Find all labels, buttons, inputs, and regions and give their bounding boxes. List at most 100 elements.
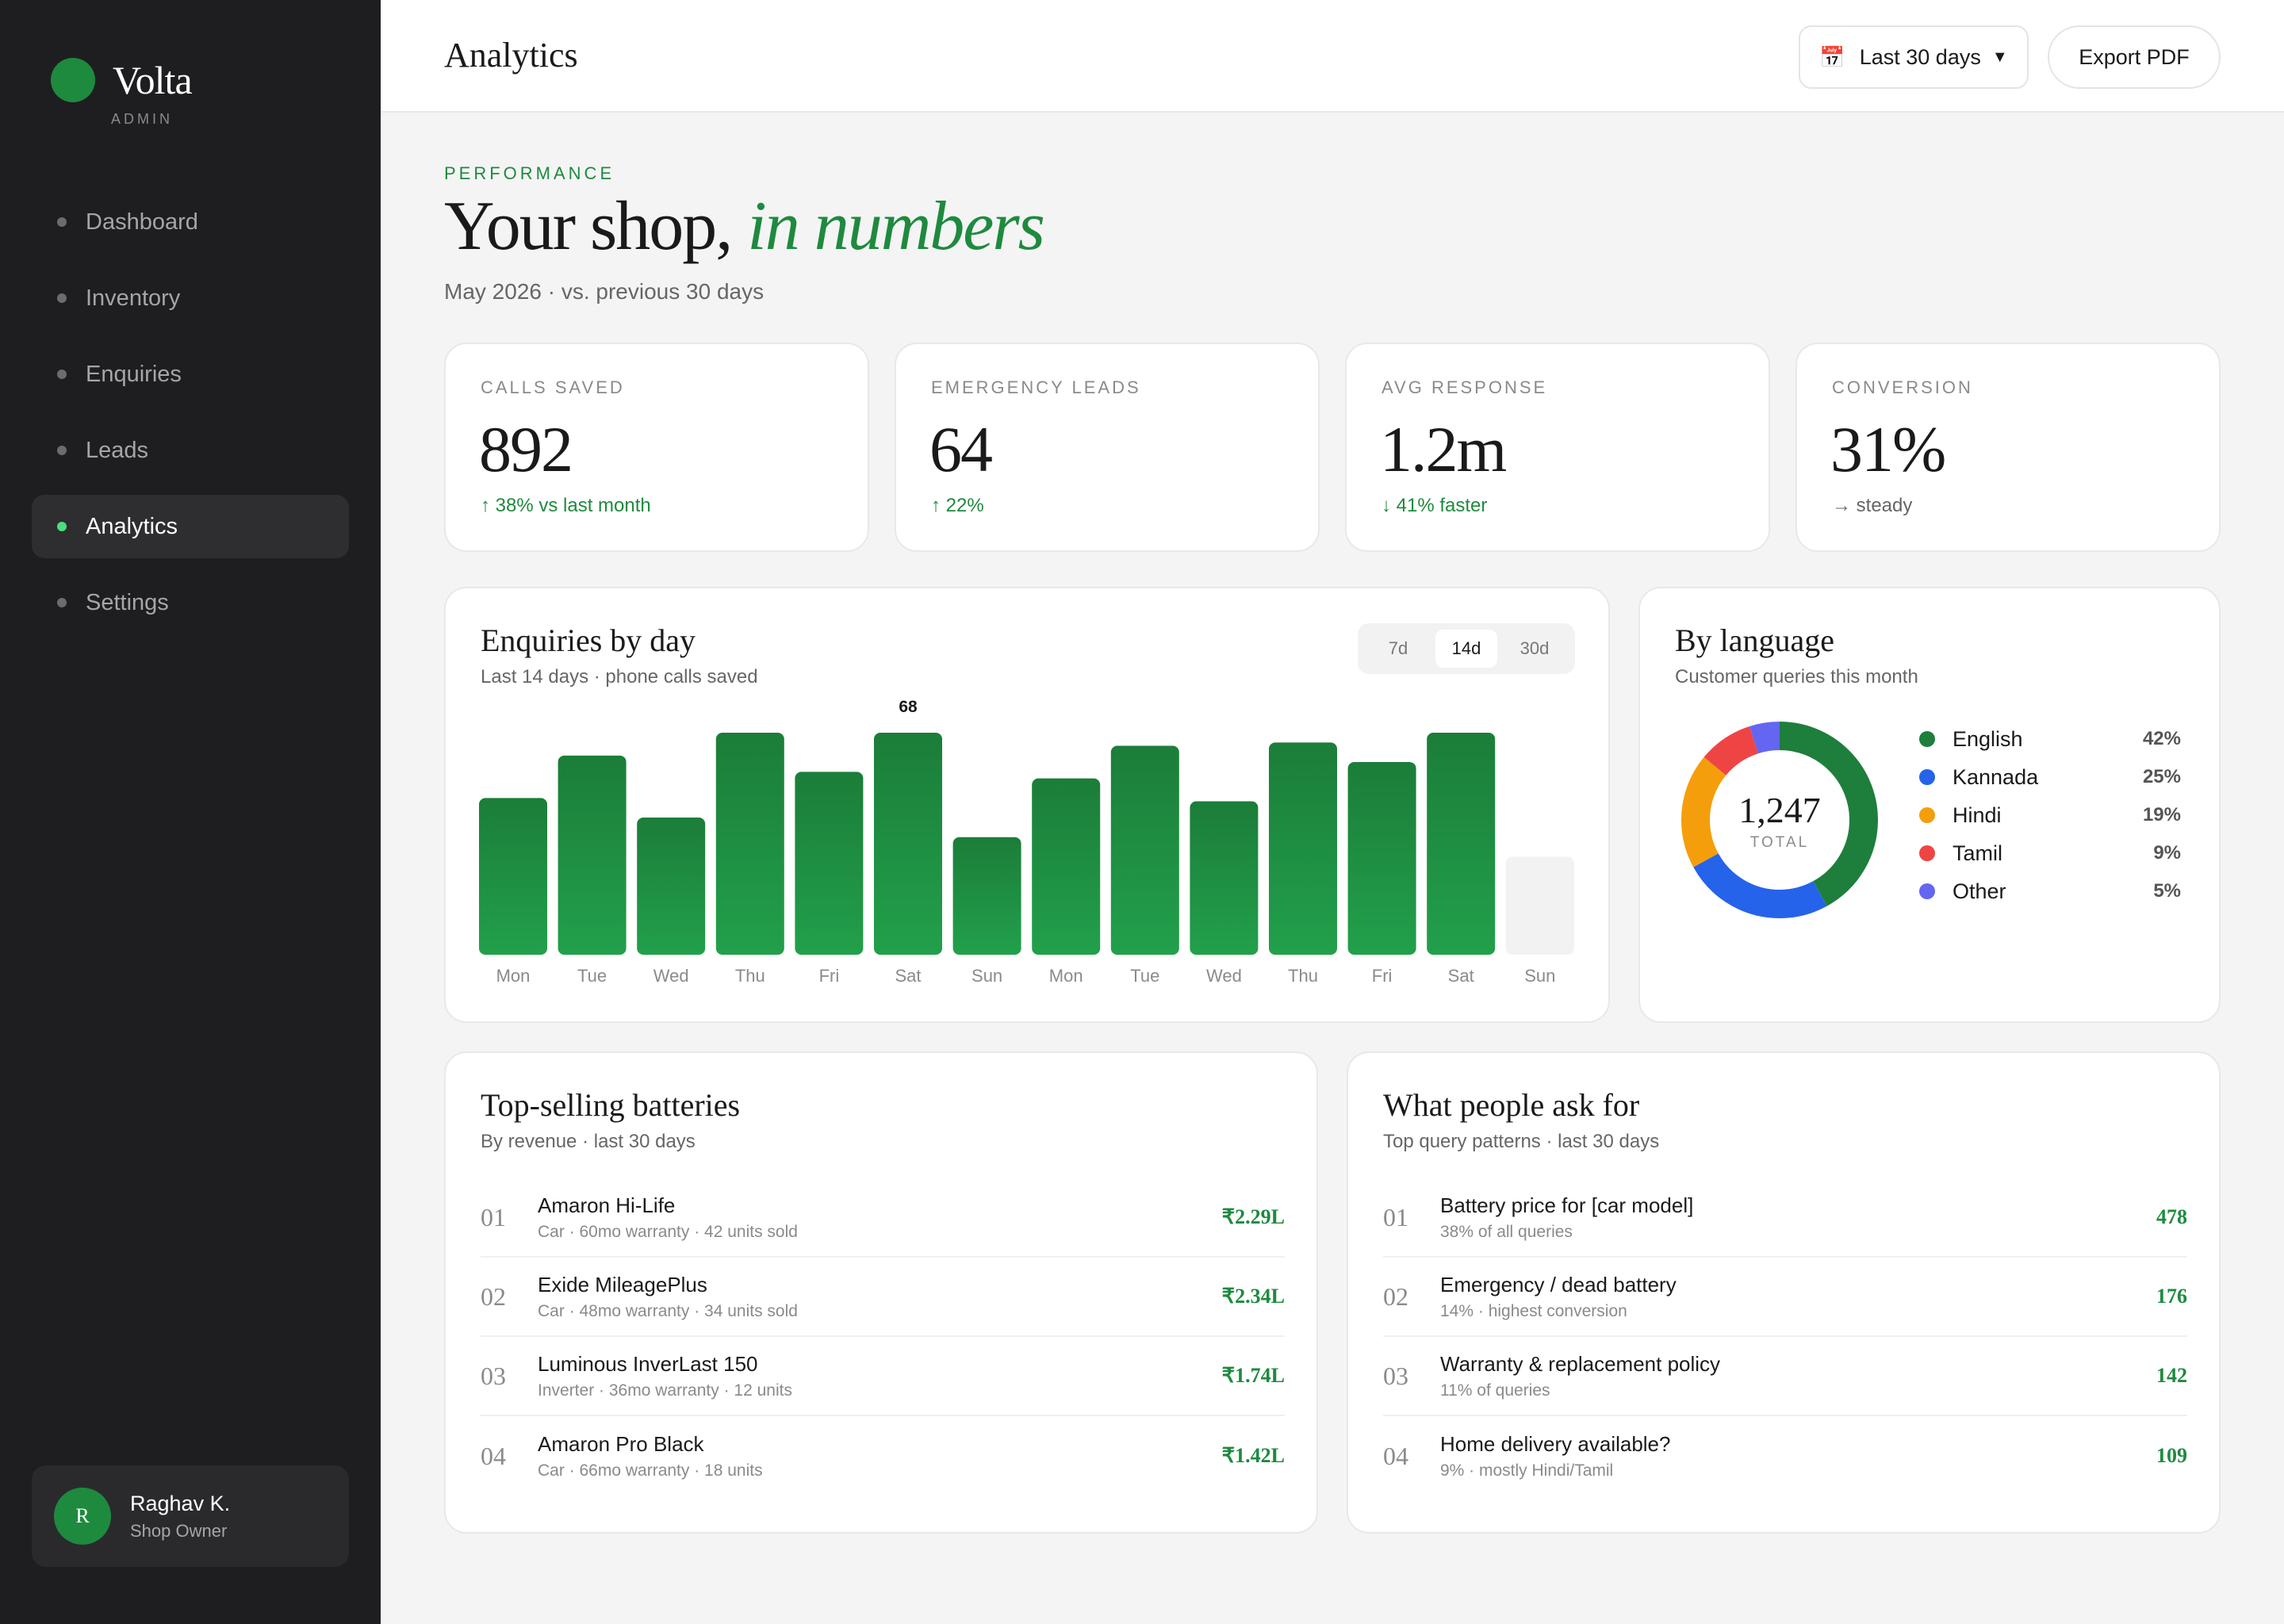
x-tick-label: Tue: [577, 966, 607, 986]
x-tick-label: Thu: [1288, 966, 1318, 986]
row-name: Emergency / dead battery: [1440, 1272, 1677, 1297]
list-item[interactable]: 03 Luminous InverLast 150 Inverter · 36mo…: [481, 1337, 1285, 1416]
row-rank: 01: [481, 1202, 506, 1231]
batteries-list: 01 Amaron Hi-Life Car · 60mo warranty · 4…: [481, 1178, 1285, 1496]
list-item[interactable]: 04 Amaron Pro Black Car · 66mo warranty ·…: [481, 1416, 1285, 1496]
bar-sun-14[interactable]: [1505, 856, 1574, 955]
card-title: By language: [1675, 622, 1835, 658]
legend-item-tamil: Tamil 9%: [1919, 834, 2181, 872]
bar-wed-3[interactable]: [637, 818, 706, 955]
bar-thu-11[interactable]: [1269, 742, 1337, 955]
row-meta: Car · 60mo warranty · 42 units sold: [538, 1222, 798, 1241]
bar-sun-7[interactable]: [952, 837, 1021, 955]
range-7d-button[interactable]: 7d: [1388, 638, 1408, 658]
row-meta: 11% of queries: [1440, 1381, 1550, 1400]
card-subtitle: Top query patterns · last 30 days: [1383, 1131, 1660, 1152]
card-title: Top-selling batteries: [481, 1087, 741, 1123]
legend-percent: 19%: [2142, 804, 2181, 825]
brand-mark-icon: [51, 58, 95, 102]
bar-sat-13[interactable]: [1427, 733, 1496, 955]
x-tick-label: Wed: [653, 966, 689, 986]
language-legend: English 42% Kannada 25% Hindi 19% Tamil 9% O…: [1919, 720, 2181, 910]
bar-wed-10[interactable]: [1190, 801, 1259, 955]
legend-percent: 5%: [2153, 880, 2181, 902]
sidebar-nav: Dashboard Inventory Enquiries Leads Anal…: [32, 190, 349, 647]
card-subtitle: Customer queries this month: [1675, 666, 1918, 688]
bar-tue-9[interactable]: [1110, 745, 1179, 955]
kpi-card-conversion: CONVERSION 31% → steady: [1795, 343, 2221, 552]
bar-mon-1[interactable]: [479, 798, 547, 955]
legend-percent: 42%: [2142, 728, 2181, 749]
donut-slice-other[interactable]: [1681, 722, 1878, 918]
row-meta: 38% of all queries: [1440, 1222, 1573, 1241]
legend-name: Kannada: [1953, 764, 2039, 789]
row-name: Luminous InverLast 150: [538, 1351, 758, 1376]
kpi-label: AVG RESPONSE: [1382, 377, 1548, 397]
user-profile-card[interactable]: R Raghav K. Shop Owner: [32, 1465, 349, 1567]
row-value: ₹1.74L: [1221, 1364, 1285, 1387]
sidebar-item-enquiries[interactable]: Enquiries: [32, 343, 349, 406]
brand-subtitle: ADMIN: [111, 111, 173, 127]
kpi-label: CONVERSION: [1832, 377, 1973, 397]
range-14d-button[interactable]: 14d: [1435, 630, 1497, 668]
donut-slice-hindi[interactable]: [1681, 722, 1878, 918]
legend-name: Hindi: [1953, 802, 2002, 827]
x-tick-label: Sun: [1524, 966, 1555, 986]
kpi-value: 892: [479, 413, 573, 485]
row-name: Warranty & replacement policy: [1440, 1351, 1721, 1376]
row-meta: 9% · mostly Hindi/Tamil: [1440, 1461, 1614, 1480]
x-tick-label: Fri: [819, 966, 840, 986]
list-item[interactable]: 02 Emergency / dead battery 14% · highest…: [1383, 1258, 2187, 1337]
sidebar-item-leads[interactable]: Leads: [32, 419, 349, 482]
card-title: Enquiries by day: [481, 622, 696, 658]
x-tick-label: Thu: [735, 966, 765, 986]
list-item[interactable]: 03 Warranty & replacement policy 11% of q…: [1383, 1337, 2187, 1416]
sidebar-item-dashboard[interactable]: Dashboard: [32, 190, 349, 254]
bar-fri-5[interactable]: [795, 772, 864, 955]
row-value: ₹2.29L: [1221, 1205, 1285, 1228]
row-rank: 04: [481, 1441, 506, 1470]
kpi-delta: → steady: [1832, 495, 1913, 516]
list-item[interactable]: 01 Battery price for [car model] 38% of a…: [1383, 1178, 2187, 1258]
row-meta: Inverter · 36mo warranty · 12 units: [538, 1381, 792, 1400]
list-item[interactable]: 01 Amaron Hi-Life Car · 60mo warranty · 4…: [481, 1178, 1285, 1258]
sidebar-item-analytics[interactable]: Analytics: [32, 495, 349, 558]
x-tick-label: Mon: [1049, 966, 1083, 986]
range-30d-button[interactable]: 30d: [1519, 638, 1550, 658]
date-range-dropdown[interactable]: 📅 Last 30 days ▼: [1799, 25, 2029, 89]
legend-percent: 9%: [2153, 842, 2181, 864]
topbar: Analytics 📅 Last 30 days ▼ Export PDF: [381, 0, 2284, 113]
export-pdf-button[interactable]: Export PDF: [2048, 25, 2221, 89]
bullet-icon: [57, 293, 67, 303]
list-item[interactable]: 04 Home delivery available? 9% · mostly H…: [1383, 1416, 2187, 1496]
legend-name: Other: [1953, 879, 2006, 903]
donut-slice-kannada[interactable]: [1681, 722, 1878, 918]
row-value: 478: [2156, 1205, 2187, 1228]
sidebar-item-label: Leads: [86, 437, 149, 463]
bar-mon-8[interactable]: [1032, 778, 1101, 955]
bullet-icon: [57, 598, 67, 607]
legend-item-kannada: Kannada 25%: [1919, 758, 2181, 796]
hero-title-plain: Your shop,: [444, 188, 748, 265]
brand-logo[interactable]: Volta: [51, 57, 193, 103]
row-value: 109: [2156, 1444, 2187, 1467]
bar-tue-2[interactable]: [558, 755, 627, 955]
card-subtitle: Last 14 days · phone calls saved: [481, 666, 758, 688]
language-donut-chart: 1,247 TOTAL: [1675, 715, 1884, 925]
list-item[interactable]: 02 Exide MileagePlus Car · 48mo warranty …: [481, 1258, 1285, 1337]
hero-subtitle: May 2026 · vs. previous 30 days: [444, 279, 765, 304]
bar-fri-12[interactable]: [1347, 762, 1416, 955]
sidebar-item-inventory[interactable]: Inventory: [32, 266, 349, 330]
bar-sat-6[interactable]: [874, 733, 942, 955]
x-tick-label: Fri: [1372, 966, 1393, 986]
language-card: By language Customer queries this month …: [1638, 587, 2221, 1023]
queries-list: 01 Battery price for [car model] 38% of a…: [1383, 1178, 2187, 1496]
donut-total-label: TOTAL: [1749, 833, 1810, 851]
kpi-value: 1.2m: [1380, 413, 1507, 485]
legend-swatch: [1919, 845, 1935, 861]
sidebar-item-label: Settings: [86, 589, 169, 615]
user-name: Raghav K.: [130, 1491, 231, 1515]
page-title: Analytics: [444, 36, 578, 75]
sidebar-item-settings[interactable]: Settings: [32, 571, 349, 634]
bar-thu-4[interactable]: [715, 733, 784, 955]
